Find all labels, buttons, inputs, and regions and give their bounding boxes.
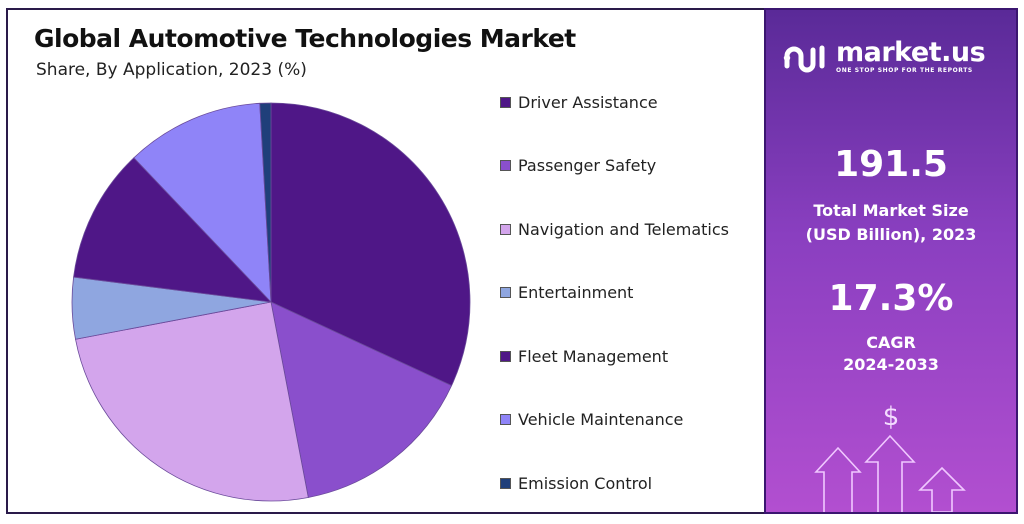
summary-panel: market.us ONE STOP SHOP FOR THE REPORTS … [764,8,1018,514]
legend-label: Navigation and Telematics [518,219,729,239]
logo-icon [783,45,825,73]
logo-text: market.us [836,36,986,68]
chart-title: Global Automotive Technologies Market [34,24,576,53]
pie-slice-passenger-safety [270,301,453,498]
legend-item: Driver Assistance [500,92,658,112]
cagr-label-2: 2024-2033 [843,355,939,374]
legend-label: Vehicle Maintenance [518,410,684,429]
legend-swatch [500,477,511,489]
legend-swatch [500,160,511,171]
market-size-value: 191.5 [834,144,948,185]
legend-item: Passenger Safety [500,156,656,176]
pie-slice-vehicle-maintenance [133,102,272,304]
legend-swatch [500,350,511,362]
legend-label: Passenger Safety [518,156,657,175]
legend-label: Fleet Management [518,346,669,366]
chart-subtitle: Share, By Application, 2023 (%) [36,60,307,80]
growth-arrows-icon [814,434,966,512]
legend-item: Emission Control [500,473,652,493]
pie-chart [71,102,471,502]
legend-item: Vehicle Maintenance [500,410,683,430]
legend-label: Emission Control [518,473,653,493]
market-size-label-1: Total Market Size [813,201,969,220]
logo-tagline: ONE STOP SHOP FOR THE REPORTS [836,66,973,74]
pie-slice-fleet-management [73,157,273,303]
legend-swatch [500,414,511,425]
legend-swatch [500,223,511,235]
legend-item: Navigation and Telematics [500,219,729,239]
legend-item: Fleet Management [500,346,668,366]
legend-label: Driver Assistance [518,92,658,112]
dollar-icon: $ [882,402,900,432]
cagr-value: 17.3% [828,278,954,319]
legend-label: Entertainment [518,283,634,302]
legend-swatch [500,96,511,108]
legend-item: Entertainment [500,283,633,303]
cagr-label-1: CAGR [866,333,916,352]
market-us-logo: market.us ONE STOP SHOP FOR THE REPORTS [782,36,986,76]
pie-slice-navigation-and-telematics [75,301,309,502]
pie-slice-driver-assistance [270,102,471,387]
legend-swatch [500,287,511,298]
market-size-label-2: (USD Billion), 2023 [805,225,977,244]
pie-slice-emission-control [259,102,272,303]
